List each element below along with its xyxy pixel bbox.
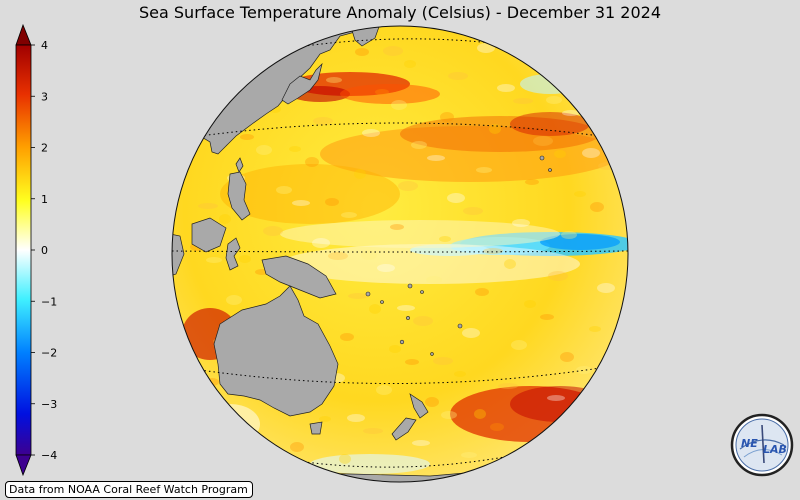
land-sumatra	[172, 233, 185, 277]
colorbar-gradient	[15, 44, 32, 456]
colorbar-tick-label: 2	[41, 142, 48, 155]
land-new-zealand-south	[391, 417, 417, 441]
graticule-north-lat-2	[289, 38, 501, 49]
graticule-south-lat-2	[289, 455, 511, 468]
nexlab-logo: NE LAB	[730, 413, 794, 477]
land-tasmania	[309, 421, 323, 435]
colorbar: 4 3 2 1 0 −1 −2 −3 −4	[15, 23, 57, 477]
logo-text-left: NE	[741, 437, 758, 450]
globe-map	[171, 25, 629, 483]
colorbar-tick-label: −3	[41, 398, 57, 411]
colorbar-tick-label: 0	[41, 244, 48, 257]
colorbar-tick-label: 3	[41, 90, 48, 103]
land-philippines	[227, 171, 251, 221]
graticule	[172, 38, 628, 468]
logo-text-right: LAB	[763, 443, 787, 456]
land-australia	[213, 285, 339, 417]
graticule-south-lat	[199, 367, 601, 385]
colorbar-max-arrow	[15, 23, 32, 46]
land-japan	[281, 62, 323, 105]
globe-outline	[171, 25, 629, 483]
colorbar-min-arrow	[15, 454, 32, 477]
land-new-zealand-north	[409, 393, 429, 419]
land-sulawesi	[225, 237, 241, 271]
graticule-north-lat	[199, 122, 601, 137]
colorbar-tick-label: 1	[41, 193, 48, 206]
colorbar-tick-label: −1	[41, 295, 57, 308]
data-credit-label: Data from NOAA Coral Reef Watch Program	[5, 481, 253, 498]
chart-title: Sea Surface Temperature Anomaly (Celsius…	[139, 3, 661, 22]
land-new-guinea	[261, 255, 337, 299]
colorbar-tick-label: −4	[41, 449, 57, 462]
colorbar-tick-label: −2	[41, 347, 57, 360]
land-taiwan	[235, 157, 244, 173]
colorbar-tick-label: 4	[41, 39, 48, 52]
land-borneo	[191, 217, 227, 253]
pacific-islands	[365, 155, 552, 356]
